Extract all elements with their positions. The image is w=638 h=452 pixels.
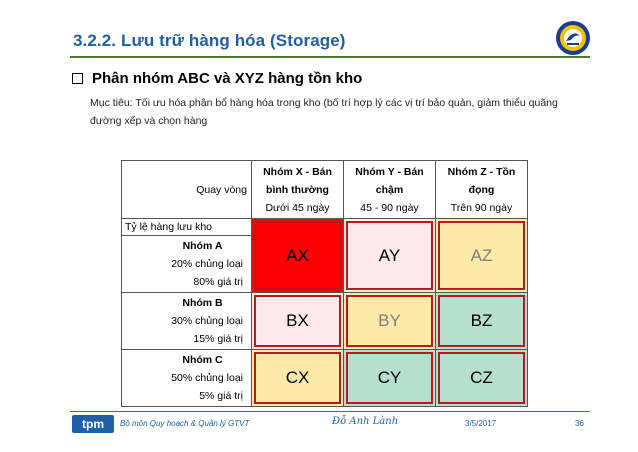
column-y-subtitle: chậm <box>375 183 404 196</box>
matrix-cell-bz-label: BZ <box>438 295 525 347</box>
matrix-cell-cz-label: CZ <box>438 352 525 404</box>
row-label-c: Nhóm C 50% chủng loại 5% giá trị <box>121 349 252 407</box>
column-y-title: Nhóm Y - Bán <box>355 165 424 178</box>
row-b-name: Nhóm B <box>182 297 223 309</box>
tpm-logo: tpm <box>72 415 114 433</box>
column-z-title: Nhóm Z - Tồn <box>447 165 516 178</box>
column-y-range: 45 - 90 ngày <box>360 201 419 214</box>
row-b-value: 15% giá trị <box>193 333 243 345</box>
footer-divider <box>70 411 590 412</box>
column-z-subtitle: đọng <box>468 183 495 196</box>
matrix-cell-cx-label: CX <box>254 352 341 404</box>
title-divider <box>70 56 590 58</box>
matrix-cell-cx: CX <box>251 349 344 407</box>
section-bullet: Phân nhóm ABC và XYZ hàng tồn kho <box>72 70 362 87</box>
column-x-title: Nhóm X - Bán <box>263 165 332 178</box>
row-label-a: Nhóm A 20% chủng loại 80% giá trị <box>121 235 252 293</box>
column-z-range: Trên 90 ngày <box>450 201 513 214</box>
column-header-y: Nhóm Y - Bán chậm 45 - 90 ngày <box>343 160 436 219</box>
matrix-cell-by: BY <box>343 292 436 350</box>
matrix-cell-ax: AX <box>251 218 344 293</box>
column-x-subtitle: bình thường <box>266 183 329 196</box>
row-a-name: Nhóm A <box>182 240 223 252</box>
matrix-cell-ay-label: AY <box>346 221 433 290</box>
row-c-value: 5% giá trị <box>199 390 243 402</box>
column-header-x: Nhóm X - Bán bình thường Dưới 45 ngày <box>251 160 344 219</box>
row-label-b: Nhóm B 30% chủng loại 15% giá trị <box>121 292 252 350</box>
section-heading: Phân nhóm ABC và XYZ hàng tồn kho <box>92 70 363 87</box>
footer-department: Bộ môn Quy hoạch & Quản lý GTVT <box>120 419 250 428</box>
row-c-name: Nhóm C <box>182 354 223 366</box>
matrix-cell-bx: BX <box>251 292 344 350</box>
slide-footer: tpm Bộ môn Quy hoạch & Quản lý GTVT Đỗ A… <box>70 411 590 433</box>
goal-text: Mục tiêu: Tối ưu hóa phân bổ hàng hóa tr… <box>90 97 558 127</box>
matrix-cell-cy: CY <box>343 349 436 407</box>
checkbox-bullet-icon <box>72 73 83 84</box>
footer-date: 3/5/2017 <box>465 419 497 428</box>
storage-ratio-label: Tỷ lệ hàng lưu kho <box>121 218 252 236</box>
row-a-value: 80% giá trị <box>193 276 243 288</box>
matrix-cell-bz: BZ <box>435 292 528 350</box>
row-c-share: 50% chủng loại <box>171 372 243 384</box>
footer-signature: Đỗ Anh Lành <box>332 416 399 427</box>
page-number: 36 <box>575 419 584 428</box>
slide-title: 3.2.2. Lưu trữ hàng hóa (Storage) <box>73 31 346 50</box>
turnover-label: Quay vòng <box>121 160 252 219</box>
row-b-share: 30% chủng loại <box>171 315 243 327</box>
matrix-cell-by-label: BY <box>346 295 433 347</box>
matrix-cell-az: AZ <box>435 218 528 293</box>
matrix-cell-az-label: AZ <box>438 221 525 290</box>
university-logo-icon <box>556 21 590 55</box>
column-header-z: Nhóm Z - Tồn đọng Trên 90 ngày <box>435 160 528 219</box>
column-x-range: Dưới 45 ngày <box>265 201 330 214</box>
matrix-cell-cz: CZ <box>435 349 528 407</box>
matrix-cell-cy-label: CY <box>346 352 433 404</box>
matrix-cell-bx-label: BX <box>254 295 341 347</box>
abc-xyz-matrix: Quay vòng Nhóm X - Bán bình thường Dưới … <box>121 160 528 407</box>
matrix-cell-ay: AY <box>343 218 436 293</box>
matrix-cell-ax-label: AX <box>254 221 341 290</box>
row-a-share: 20% chủng loại <box>171 258 243 270</box>
